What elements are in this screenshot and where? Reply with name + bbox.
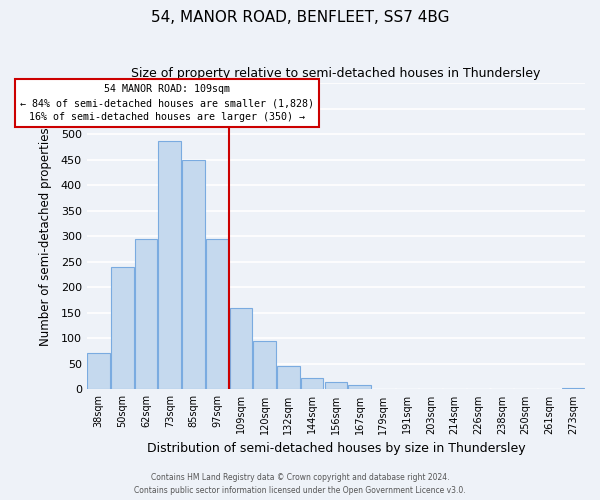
Bar [301,378,323,390]
Y-axis label: Number of semi-detached properties: Number of semi-detached properties [40,127,52,346]
Bar [325,382,347,390]
Bar [158,141,181,390]
Bar [206,239,229,390]
Bar [253,341,276,390]
Text: Contains HM Land Registry data © Crown copyright and database right 2024.
Contai: Contains HM Land Registry data © Crown c… [134,473,466,495]
Bar [277,366,299,390]
X-axis label: Distribution of semi-detached houses by size in Thundersley: Distribution of semi-detached houses by … [146,442,525,455]
Bar [135,239,157,390]
Title: Size of property relative to semi-detached houses in Thundersley: Size of property relative to semi-detach… [131,68,541,80]
Bar [182,160,205,390]
Text: 54 MANOR ROAD: 109sqm
← 84% of semi-detached houses are smaller (1,828)
16% of s: 54 MANOR ROAD: 109sqm ← 84% of semi-deta… [20,84,314,122]
Bar [230,308,252,390]
Bar [88,352,110,390]
Bar [349,385,371,390]
Text: 54, MANOR ROAD, BENFLEET, SS7 4BG: 54, MANOR ROAD, BENFLEET, SS7 4BG [151,10,449,25]
Bar [562,388,584,390]
Bar [111,267,134,390]
